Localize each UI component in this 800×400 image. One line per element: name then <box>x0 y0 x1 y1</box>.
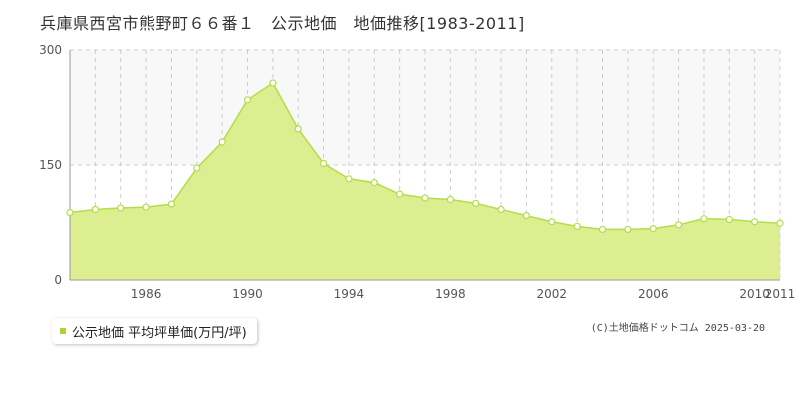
data-point <box>370 179 378 187</box>
legend: 公示地価 平均坪単価(万円/坪) <box>52 318 257 344</box>
data-point <box>497 205 505 214</box>
data-point <box>776 219 784 227</box>
data-point <box>674 221 683 229</box>
x-tick-label: 1986 <box>131 287 162 301</box>
data-point <box>548 218 556 226</box>
legend-swatch <box>60 328 66 334</box>
data-point <box>218 138 226 146</box>
data-point <box>700 215 708 223</box>
x-tick-label: 1990 <box>232 287 263 301</box>
data-point <box>269 79 277 87</box>
y-tick-label: 0 <box>54 273 62 287</box>
y-tick-label: 300 <box>39 43 62 57</box>
data-point <box>193 164 201 172</box>
x-tick-label: 2011 <box>765 287 796 301</box>
x-tick-label: 2002 <box>537 287 568 301</box>
x-tick-label: 2006 <box>638 287 669 301</box>
copyright: (C)土地価格ドットコム 2025-03-20 <box>590 323 765 334</box>
data-point <box>472 199 480 207</box>
data-point <box>142 203 150 211</box>
data-point <box>66 208 74 217</box>
x-tick-label: 2010 <box>739 287 770 301</box>
data-point <box>91 205 99 214</box>
data-point <box>624 225 632 233</box>
data-point <box>573 222 581 230</box>
x-tick-label: 1994 <box>334 287 365 301</box>
data-point <box>319 159 328 168</box>
data-point <box>725 215 733 224</box>
data-point <box>396 190 404 198</box>
data-point <box>345 175 353 183</box>
data-point <box>446 195 454 204</box>
legend-label: 公示地価 平均坪単価(万円/坪) <box>72 325 247 341</box>
data-point <box>522 212 531 220</box>
data-point <box>294 125 302 133</box>
data-point <box>167 200 176 208</box>
data-point <box>117 204 125 212</box>
data-point <box>598 225 607 233</box>
y-tick-label: 150 <box>39 158 62 172</box>
data-point <box>243 96 252 104</box>
data-point <box>649 225 657 233</box>
page-title: 兵庫県西宮市熊野町６６番１ 公示地価 地価推移[1983-2011] <box>40 14 525 33</box>
x-tick-label: 1998 <box>435 287 466 301</box>
data-point <box>421 194 429 202</box>
data-point <box>751 218 759 226</box>
